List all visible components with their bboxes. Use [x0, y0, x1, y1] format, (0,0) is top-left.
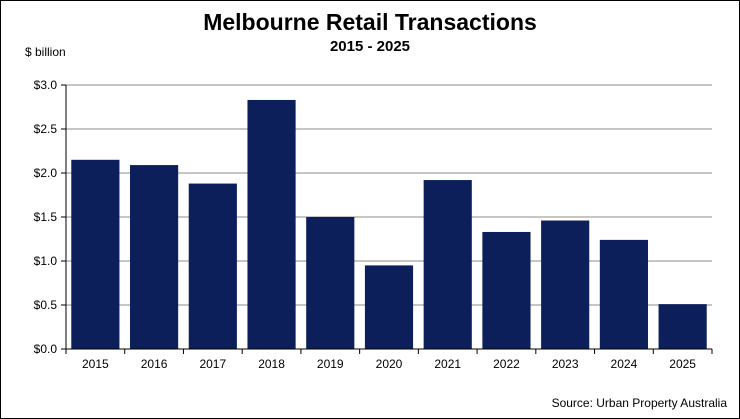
x-tick-label: 2025 — [669, 357, 696, 371]
bar — [364, 265, 414, 349]
x-tick-label: 2017 — [199, 357, 226, 371]
chart-title: Melbourne Retail Transactions — [203, 9, 537, 35]
x-tick-label: 2024 — [611, 357, 638, 371]
y-tick-label: $0.0 — [34, 342, 58, 356]
x-tick-label: 2019 — [317, 357, 344, 371]
y-tick-label: $1.0 — [34, 254, 58, 268]
y-tick-label: $2.0 — [34, 166, 58, 180]
bar — [658, 304, 707, 349]
x-tick-label: 2023 — [552, 357, 579, 371]
x-tick-label: 2022 — [493, 357, 520, 371]
x-tick-label: 2015 — [82, 357, 109, 371]
bar — [247, 99, 296, 350]
bar — [482, 231, 531, 349]
bar — [306, 217, 355, 349]
chart-subtitle: 2015 - 2025 — [329, 38, 411, 55]
y-tick-label: $1.5 — [34, 210, 58, 224]
y-tick-label: $3.0 — [34, 78, 58, 92]
y-tick-label: $0.5 — [34, 298, 58, 312]
x-tick-label: 2020 — [376, 357, 403, 371]
x-tick-label: 2021 — [434, 357, 461, 371]
bar — [423, 180, 472, 349]
bar — [541, 220, 590, 349]
y-axis-label: $ billion — [25, 45, 66, 59]
bar — [130, 165, 179, 349]
source-note: Source: Urban Property Australia — [551, 396, 727, 410]
x-tick-label: 2016 — [141, 357, 168, 371]
bar — [188, 183, 237, 349]
bar — [599, 239, 648, 349]
y-tick-label: $2.5 — [34, 122, 58, 136]
bar — [71, 159, 120, 349]
x-tick-label: 2018 — [258, 357, 285, 371]
